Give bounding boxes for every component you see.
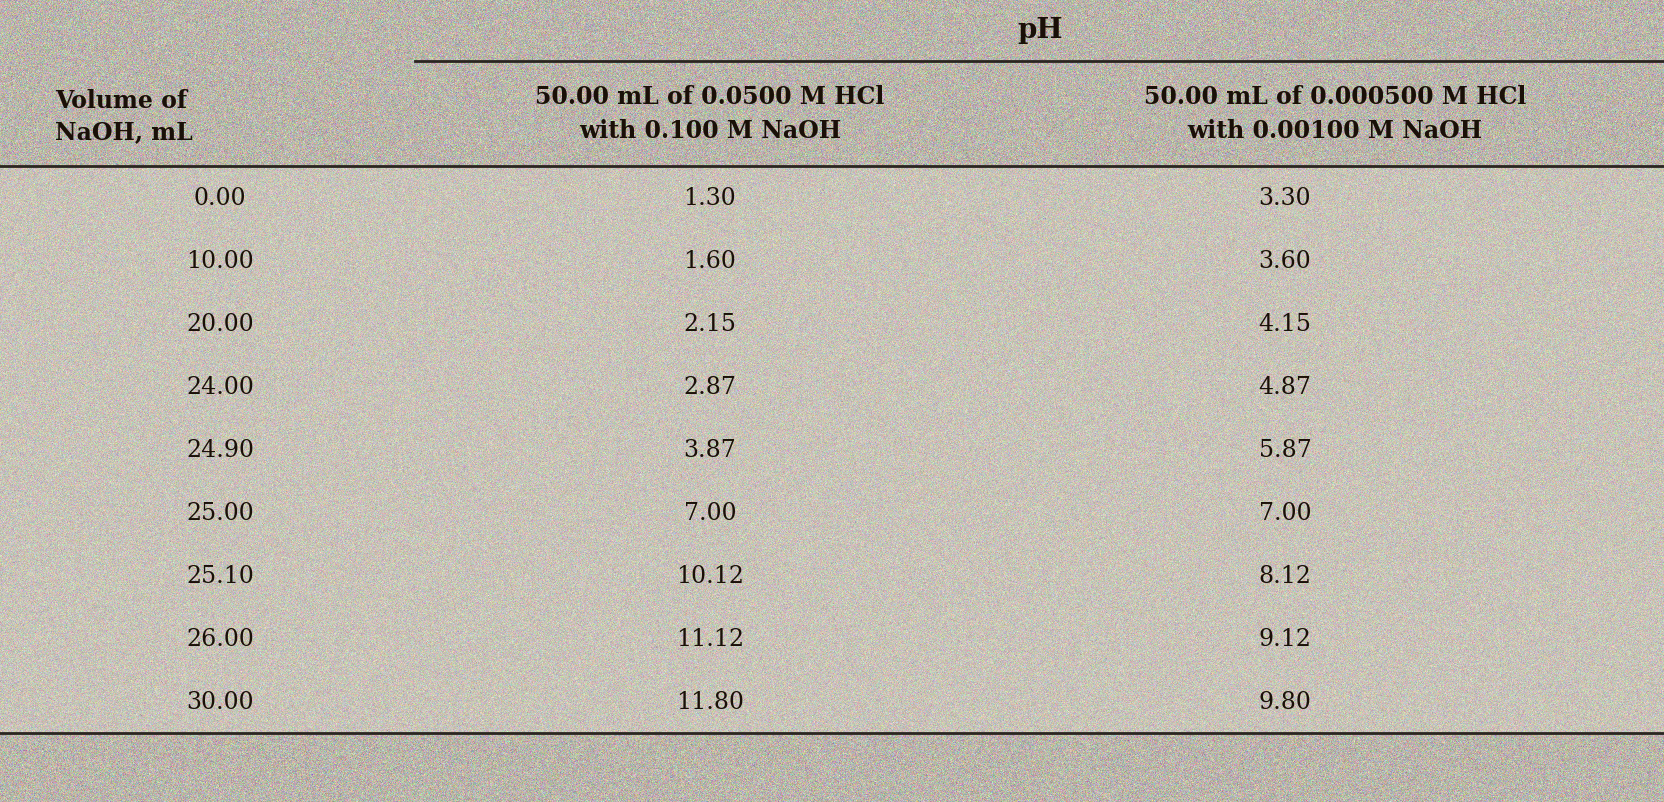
Text: NaOH, mL: NaOH, mL — [55, 120, 193, 144]
Text: 4.15: 4.15 — [1258, 313, 1311, 335]
Text: 8.12: 8.12 — [1258, 565, 1311, 587]
Text: 20.00: 20.00 — [186, 313, 253, 335]
Text: 10.12: 10.12 — [676, 565, 744, 587]
Text: 3.60: 3.60 — [1258, 249, 1311, 273]
Text: 11.12: 11.12 — [676, 627, 744, 650]
Text: 7.00: 7.00 — [1258, 501, 1311, 525]
Text: 9.12: 9.12 — [1258, 627, 1311, 650]
Text: 30.00: 30.00 — [186, 691, 253, 713]
Text: 3.30: 3.30 — [1258, 187, 1311, 210]
Text: 10.00: 10.00 — [186, 249, 253, 273]
Text: 25.10: 25.10 — [186, 565, 255, 587]
Text: with 0.100 M NaOH: with 0.100 M NaOH — [579, 119, 840, 144]
Text: 26.00: 26.00 — [186, 627, 255, 650]
Text: 5.87: 5.87 — [1258, 439, 1311, 461]
Text: 7.00: 7.00 — [684, 501, 735, 525]
Text: Volume of: Volume of — [55, 88, 186, 112]
Text: 24.00: 24.00 — [186, 375, 255, 399]
Text: pH: pH — [1017, 18, 1062, 44]
Text: 0.00: 0.00 — [193, 187, 246, 210]
Text: 4.87: 4.87 — [1258, 375, 1311, 399]
Text: 50.00 mL of 0.000500 M HCl: 50.00 mL of 0.000500 M HCl — [1143, 85, 1526, 109]
Text: with 0.00100 M NaOH: with 0.00100 M NaOH — [1186, 119, 1481, 144]
Text: 24.90: 24.90 — [186, 439, 255, 461]
Text: 25.00: 25.00 — [186, 501, 253, 525]
Text: 1.60: 1.60 — [684, 249, 735, 273]
Text: 50.00 mL of 0.0500 M HCl: 50.00 mL of 0.0500 M HCl — [536, 85, 884, 109]
Text: 11.80: 11.80 — [676, 691, 744, 713]
Text: 1.30: 1.30 — [684, 187, 735, 210]
Text: 3.87: 3.87 — [684, 439, 735, 461]
Text: 2.87: 2.87 — [684, 375, 735, 399]
Text: 9.80: 9.80 — [1258, 691, 1311, 713]
Text: 2.15: 2.15 — [684, 313, 735, 335]
